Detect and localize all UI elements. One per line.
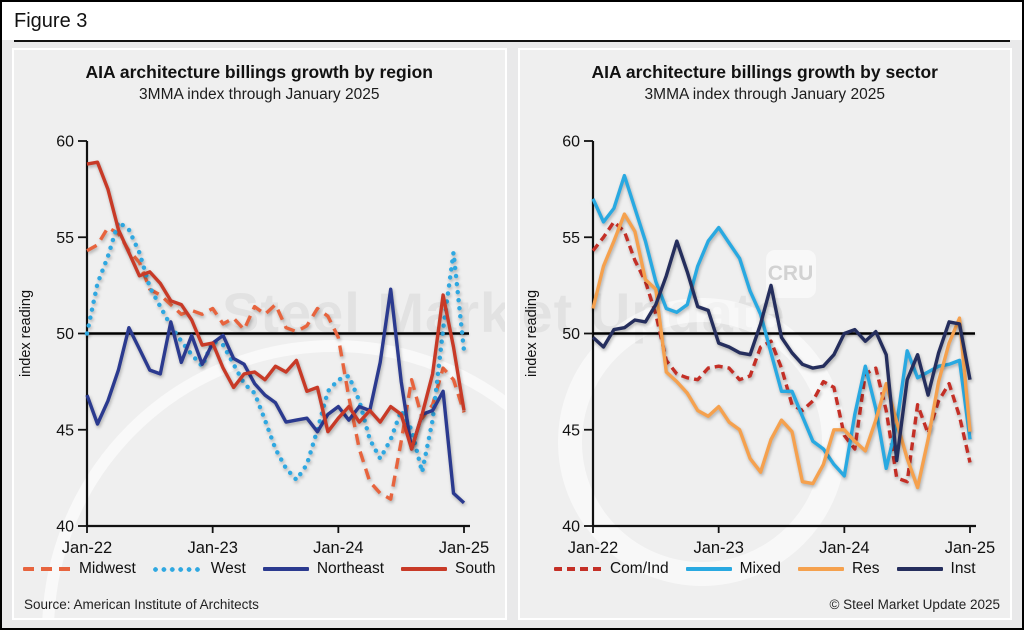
legend-swatch-midwest (22, 567, 71, 571)
legend-item-com-ind: Com/Ind (553, 560, 669, 578)
y-tick-label: 45 (56, 422, 74, 439)
legend-swatch-northeast (262, 567, 309, 571)
series-line-mixed (590, 173, 972, 478)
series-line-midwest (86, 225, 466, 501)
x-tick-label: Jan-23 (693, 539, 743, 557)
legend-label-midwest: Midwest (78, 560, 136, 577)
x-tick-label: Jan-25 (944, 539, 994, 557)
series-line-west (84, 219, 467, 482)
sector-chart-subtitle: 3MMA index through January 2025 (644, 86, 885, 103)
legend-item-northeast: Northeast (262, 560, 385, 578)
region-chart-panel: Steel Mark AIA architecture billings gro… (12, 48, 507, 620)
copyright-note: © Steel Market Update 2025 (829, 597, 1000, 612)
legend-label-south: South (455, 560, 496, 577)
legend-swatch-mixed (685, 567, 732, 571)
figure-header-rule: Figure 3 (14, 2, 1010, 42)
y-tick-label: 50 (56, 326, 74, 343)
y-tick-label: 50 (562, 326, 580, 343)
x-tick-label: Jan-22 (567, 539, 617, 557)
y-axis-title: index reading (524, 290, 540, 377)
legend-label-com-ind: Com/Ind (609, 560, 669, 577)
series-line-com-ind (591, 220, 972, 484)
x-tick-label: Jan-25 (439, 539, 489, 557)
legend-item-res: Res (797, 560, 880, 578)
sector-chart-panel: et Update CRU AIA architecture billings … (517, 48, 1012, 620)
series-line-res (590, 212, 972, 490)
series-line-inst (591, 239, 972, 463)
x-tick-label: Jan-24 (819, 539, 869, 557)
sector-chart-title: AIA architecture billings growth by sect… (591, 62, 939, 82)
series-line-south (86, 160, 466, 451)
legend-swatch-res (797, 567, 844, 571)
legend-item-mixed: Mixed (685, 560, 781, 578)
y-axis-title: index reading (18, 290, 34, 377)
y-tick-label: 55 (562, 230, 580, 247)
x-tick-label: Jan-24 (313, 539, 363, 557)
charts-area: Steel Mark AIA architecture billings gro… (2, 40, 1022, 628)
region-chart-title: AIA architecture billings growth by regi… (85, 62, 433, 82)
y-tick-label: 45 (562, 422, 580, 439)
source-note: Source: American Institute of Architects (24, 597, 259, 612)
y-tick-label: 40 (562, 519, 580, 536)
legend-item-midwest: Midwest (22, 560, 136, 578)
legend-swatch-west (152, 566, 203, 572)
legend-swatch-south (401, 567, 448, 571)
region-chart-legend: Midwest West Northeast South (14, 560, 505, 578)
legend-item-west: West (152, 560, 246, 578)
legend-item-south: South (401, 560, 496, 578)
legend-item-inst: Inst (896, 560, 976, 578)
cru-logo: CRU (765, 250, 816, 298)
legend-label-mixed: Mixed (739, 560, 781, 577)
region-chart: 40 45 50 55 60 Jan-22 Jan-23 Jan-24 Jan-25 index … (18, 134, 489, 558)
legend-label-res: Res (851, 560, 880, 577)
legend-label-west: West (210, 560, 246, 577)
region-chart-subtitle: 3MMA index through January 2025 (139, 86, 380, 103)
figure-label: Figure 3 (14, 9, 88, 32)
series-line-northeast (85, 287, 466, 505)
legend-label-northeast: Northeast (316, 560, 385, 577)
y-tick-label: 55 (56, 230, 74, 247)
y-tick-label: 60 (56, 134, 74, 151)
x-tick-label: Jan-23 (187, 539, 237, 557)
x-tick-label: Jan-22 (62, 539, 112, 557)
y-tick-label: 60 (562, 134, 580, 151)
figure-header: Figure 3 (2, 2, 1022, 42)
legend-swatch-com-ind (553, 567, 602, 571)
y-tick-label: 40 (56, 519, 74, 536)
legend-label-inst: Inst (950, 560, 976, 577)
legend-swatch-inst (896, 567, 943, 571)
sector-chart-legend: Com/Ind Mixed Res Inst (520, 560, 1011, 578)
sector-chart: 40 45 50 55 60 Jan-22 Jan-23 Jan-24 Jan-25 index … (524, 134, 995, 558)
